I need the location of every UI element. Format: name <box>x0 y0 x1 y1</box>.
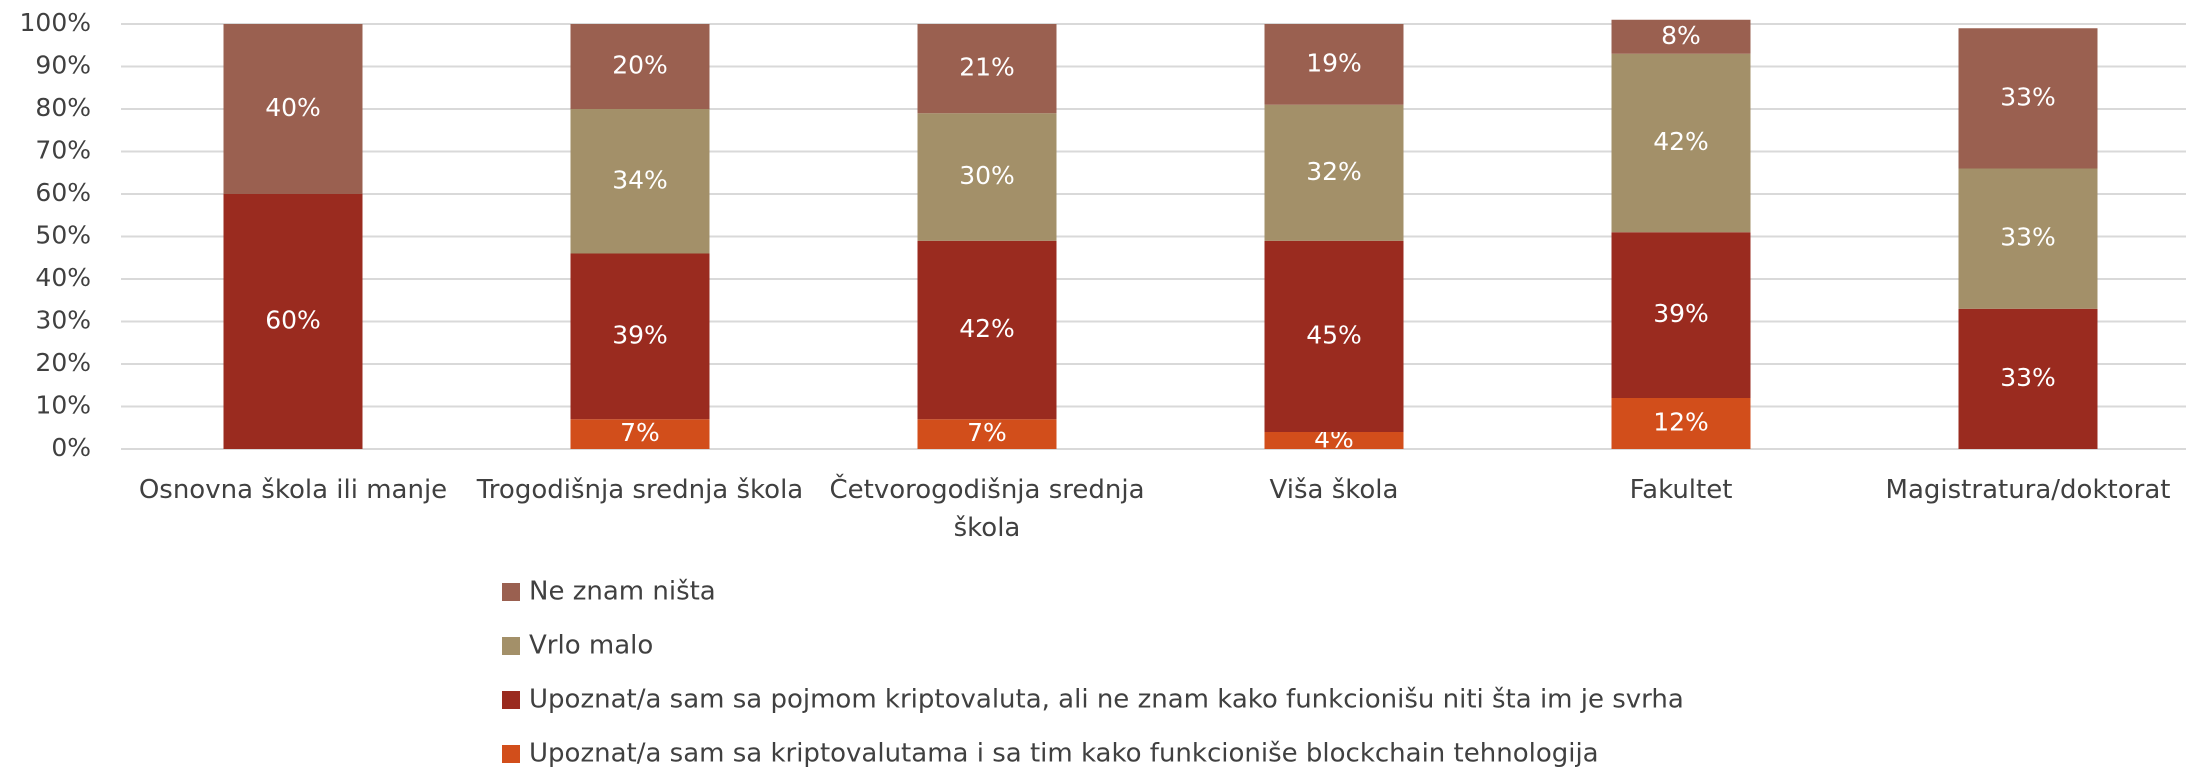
data-label: 8% <box>1661 21 1701 50</box>
y-tick-label: 100% <box>20 8 91 37</box>
y-tick-label: 60% <box>35 178 91 207</box>
bar-segment <box>570 24 710 109</box>
y-tick-label: 30% <box>35 306 91 335</box>
data-label: 30% <box>959 161 1015 190</box>
legend-marker <box>502 583 520 601</box>
data-label: 19% <box>1306 48 1362 77</box>
data-label: 45% <box>1306 320 1362 349</box>
bar-segment <box>1611 398 1751 449</box>
bar-segment <box>1611 53 1751 233</box>
data-label: 20% <box>612 51 668 80</box>
y-tick-label: 70% <box>35 136 91 165</box>
legend-marker <box>502 637 520 655</box>
data-label: 39% <box>612 320 668 349</box>
x-tick-label: Osnovna škola ili manje <box>138 475 448 505</box>
legend-label: Ne znam ništa <box>529 577 716 607</box>
x-tick-label: Fakultet <box>1629 475 1733 505</box>
bar-segment <box>917 419 1057 449</box>
legend-marker <box>502 745 520 763</box>
bar-segment <box>1958 308 2098 449</box>
y-tick-label: 40% <box>35 263 91 292</box>
legend-label: Upoznat/a sam sa pojmom kriptovaluta, al… <box>529 685 1684 715</box>
bar-segment <box>1611 232 1751 398</box>
bar-segment <box>570 253 710 420</box>
y-tick-label: 90% <box>35 51 91 80</box>
bar-segment <box>1264 24 1404 105</box>
legend-marker <box>502 691 520 709</box>
data-label: 39% <box>1653 299 1709 328</box>
bar-segment <box>570 109 710 254</box>
data-label: 32% <box>1306 157 1362 186</box>
bar-segment <box>917 240 1057 420</box>
data-label: 60% <box>265 306 321 335</box>
y-tick-label: 10% <box>35 391 91 420</box>
bar-segment <box>1611 19 1751 54</box>
data-label: 34% <box>612 165 668 194</box>
data-label: 42% <box>1653 127 1709 156</box>
bar-segment <box>917 24 1057 114</box>
data-label: 40% <box>265 93 321 122</box>
y-tick-label: 20% <box>35 348 91 377</box>
y-tick-label: 0% <box>51 433 91 462</box>
data-label: 33% <box>2000 82 2056 111</box>
data-label: 21% <box>959 53 1015 82</box>
legend-label: Vrlo malo <box>529 631 653 661</box>
data-label: 33% <box>2000 363 2056 392</box>
data-label: 7% <box>967 418 1007 447</box>
data-label: 7% <box>620 418 660 447</box>
bar-segment <box>1264 432 1404 449</box>
legend-label: Upoznat/a sam sa kriptovalutama i sa tim… <box>529 739 1599 769</box>
x-tick-label: Trogodišnja srednja škola <box>476 475 804 505</box>
bar-segment <box>1958 28 2098 169</box>
y-tick-label: 50% <box>35 221 91 250</box>
data-label: 42% <box>959 314 1015 343</box>
bar-segment <box>223 194 363 449</box>
y-tick-label: 80% <box>35 93 91 122</box>
x-tick-label: Magistratura/doktorat <box>1885 475 2171 505</box>
data-label: 12% <box>1653 408 1709 437</box>
bar-segment <box>1264 240 1404 432</box>
x-tick-label: Viša škola <box>1269 475 1399 505</box>
bar-segment <box>223 24 363 194</box>
bar-segment <box>917 113 1057 241</box>
bar-segment <box>1958 168 2098 309</box>
bar-segment <box>1264 104 1404 241</box>
x-tick-label: Četvorogodišnja srednja škola <box>829 475 1145 543</box>
bar-segment <box>570 419 710 449</box>
data-label: 33% <box>2000 223 2056 252</box>
